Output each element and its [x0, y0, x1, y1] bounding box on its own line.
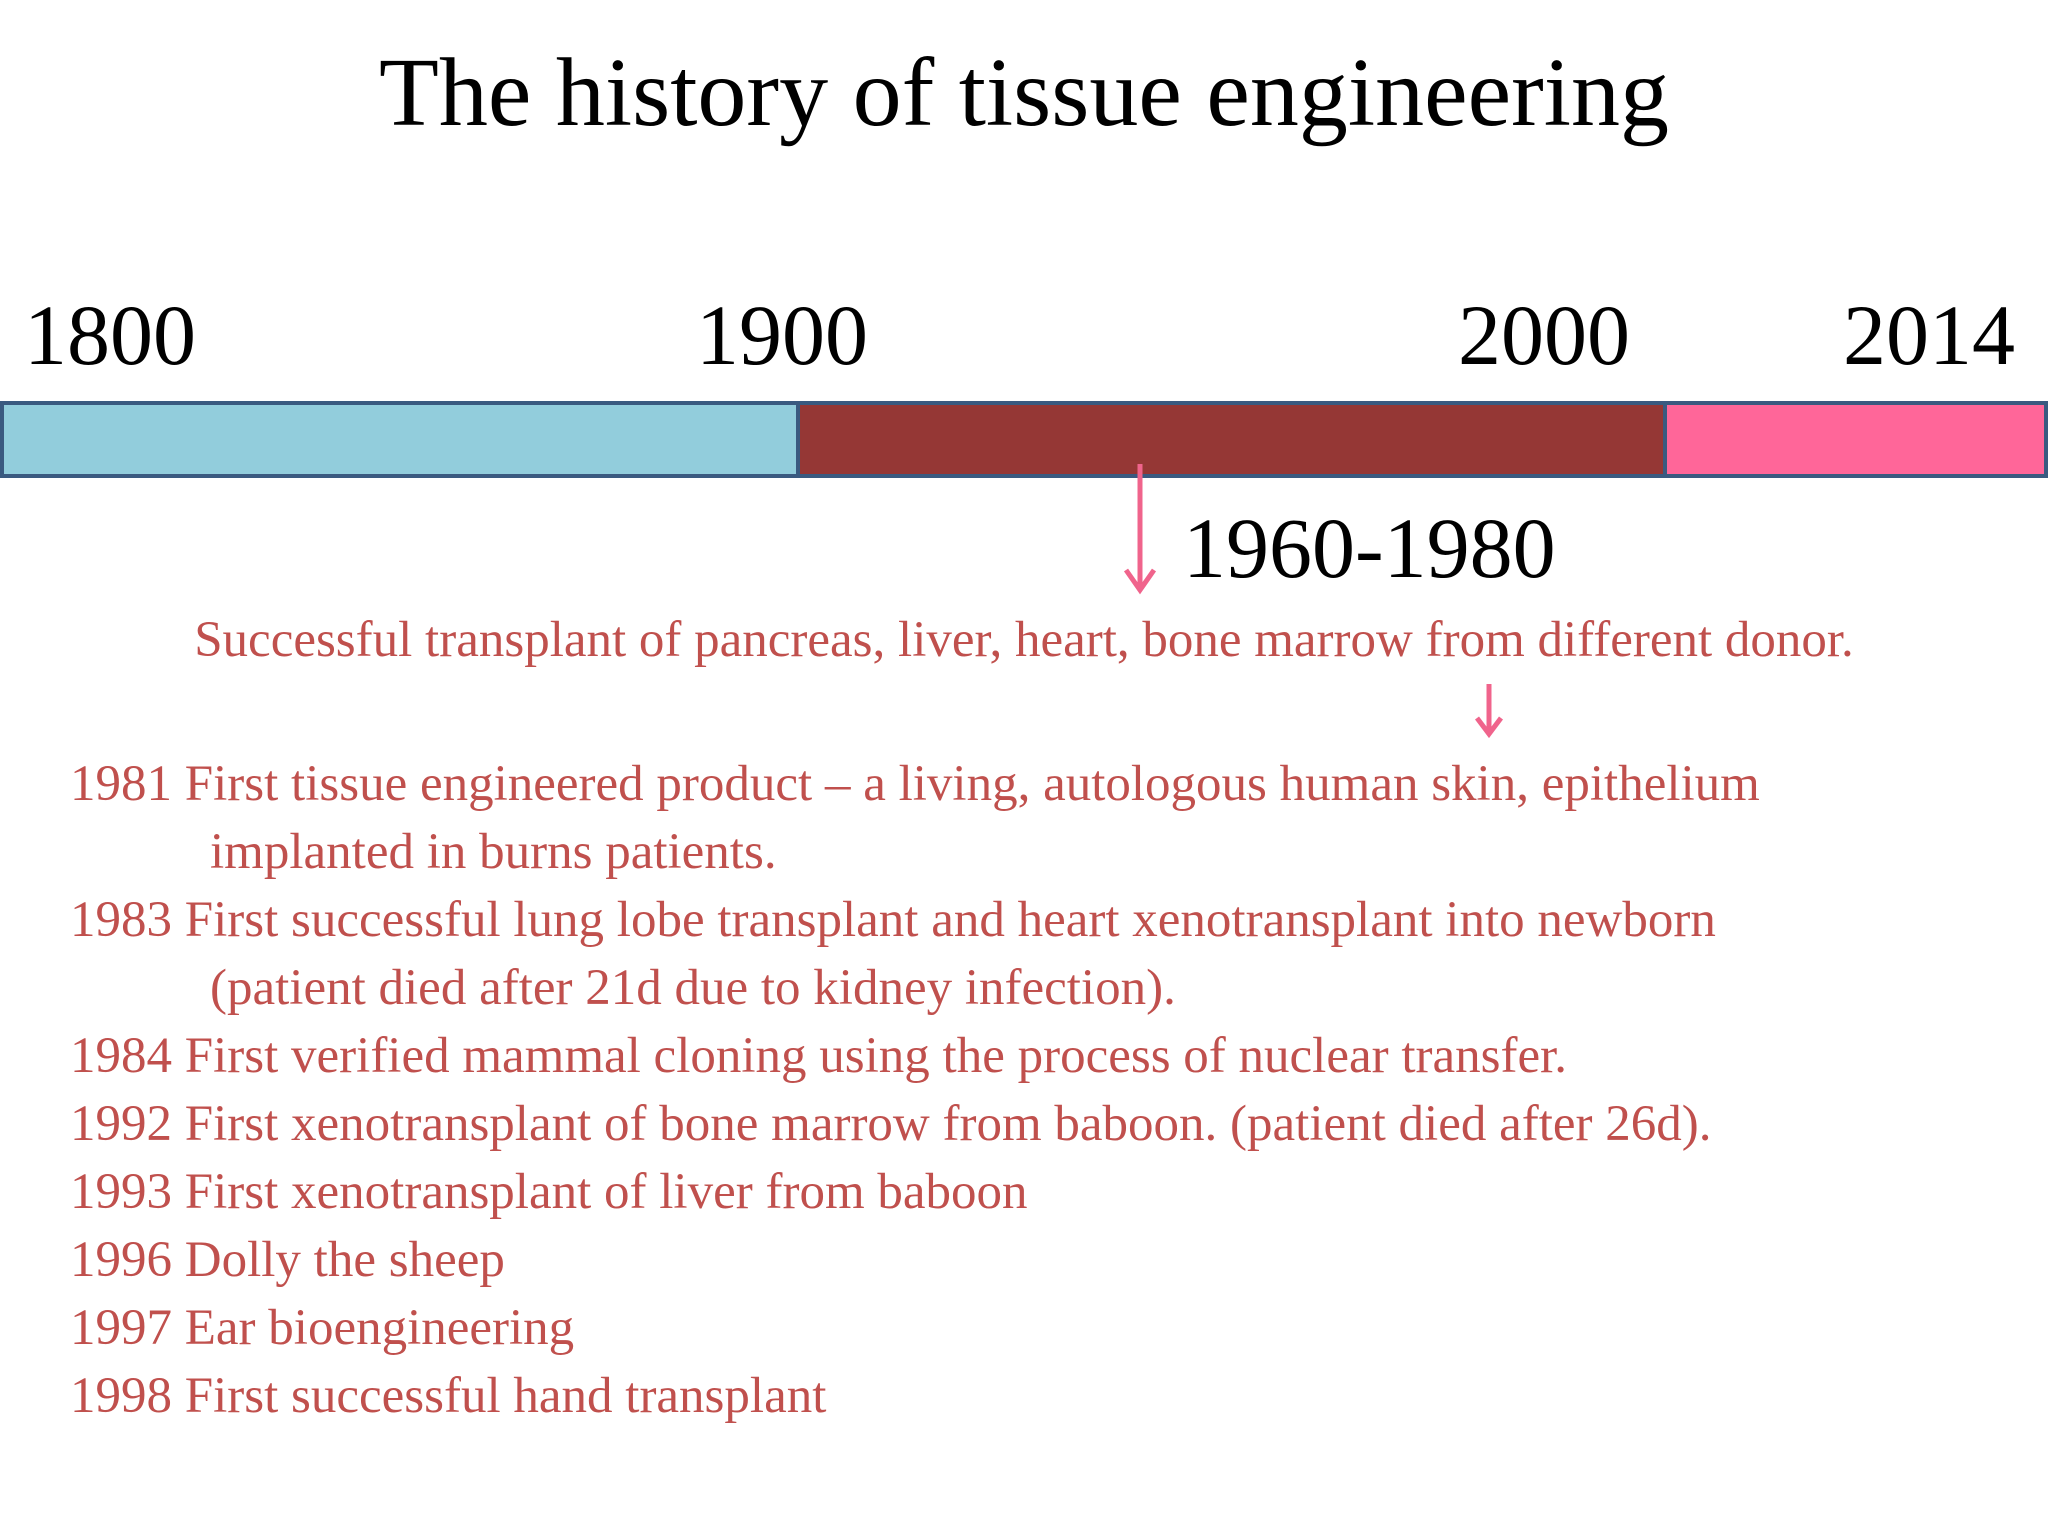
- event-continuation: (patient died after 21d due to kidney in…: [210, 960, 1176, 1016]
- period-label: 1960-1980: [1183, 500, 1556, 596]
- timeline-segment-1900-2000: [796, 401, 1667, 478]
- event-item: 1992 First xenotransplant of bone marrow…: [70, 1090, 1760, 1158]
- event-item: 1998 First successful hand transplant: [70, 1362, 1760, 1430]
- event-text: 1998 First successful hand transplant: [70, 1368, 827, 1424]
- event-item: 1983 First successful lung lobe transpla…: [70, 886, 1760, 1022]
- year-label-1900: 1900: [696, 287, 868, 383]
- year-label-1800: 1800: [24, 287, 196, 383]
- event-continuation: implanted in burns patients.: [210, 824, 777, 880]
- small-arrow-down-icon: [1475, 684, 1503, 739]
- year-label-2014: 2014: [1843, 287, 2015, 383]
- event-item: 1981 First tissue engineered product – a…: [70, 750, 1760, 886]
- event-item: 1997 Ear bioengineering: [70, 1294, 1760, 1362]
- event-text: 1993 First xenotransplant of liver from …: [70, 1164, 1028, 1220]
- timeline-segment-1800-1900: [0, 401, 800, 478]
- event-item: 1993 First xenotransplant of liver from …: [70, 1158, 1760, 1226]
- event-text: 1997 Ear bioengineering: [70, 1300, 575, 1356]
- event-item: 1996 Dolly the sheep: [70, 1226, 1760, 1294]
- slide-title: The history of tissue engineering: [378, 39, 1670, 147]
- events-list: 1981 First tissue engineered product – a…: [70, 750, 1760, 1430]
- event-item: 1984 First verified mammal cloning using…: [70, 1022, 1760, 1090]
- event-text: 1992 First xenotransplant of bone marrow…: [70, 1096, 1712, 1152]
- year-label-2000: 2000: [1458, 287, 1630, 383]
- event-text: 1984 First verified mammal cloning using…: [70, 1028, 1568, 1084]
- summary-text: Successful transplant of pancreas, liver…: [194, 612, 1854, 668]
- timeline-segment-2000-2014: [1663, 401, 2048, 478]
- arrow-down-icon: [1123, 464, 1157, 595]
- event-text: 1981 First tissue engineered product – a…: [70, 756, 1760, 812]
- event-text: 1996 Dolly the sheep: [70, 1232, 505, 1288]
- event-text: 1983 First successful lung lobe transpla…: [70, 892, 1716, 948]
